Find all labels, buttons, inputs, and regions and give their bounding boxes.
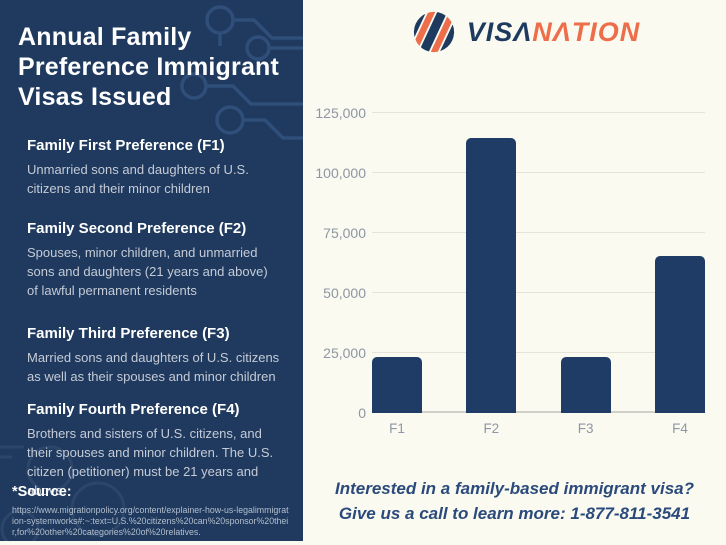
chart-x-axis: F1 F2 F3 F4 — [372, 421, 705, 436]
preference-f2-heading: Family Second Preference (F2) — [27, 220, 247, 237]
chart-bars — [372, 113, 705, 413]
gridline — [372, 112, 705, 113]
x-tick-label-f3: F3 — [577, 421, 594, 436]
x-axis-line — [372, 411, 705, 413]
cta-line-1: Interested in a family-based immigrant v… — [334, 479, 694, 498]
preference-f3-description: Married sons and daughters of U.S. citiz… — [27, 350, 280, 384]
source-label: *Source: — [12, 484, 72, 500]
y-tick-label: 50,000 — [323, 285, 366, 301]
preference-section-f3: Family Third Preference (F3) Married son… — [27, 324, 282, 386]
y-tick-label: 0 — [358, 405, 366, 421]
gridline — [372, 352, 705, 353]
gridline — [372, 292, 705, 293]
bar-f1 — [372, 357, 422, 413]
circuit-pattern-faint-icon — [0, 445, 126, 541]
source-block: *Source: https://www.migrationpolicy.org… — [12, 484, 290, 537]
x-tick-label-f2: F2 — [483, 421, 500, 436]
preference-f1-heading: Family First Preference (F1) — [27, 137, 225, 154]
x-tick-label-f1: F1 — [389, 421, 405, 436]
chart-plot — [372, 112, 705, 413]
source-url: https://www.migrationpolicy.org/content/… — [12, 505, 289, 537]
y-tick-label: 75,000 — [323, 225, 366, 241]
bar-f4 — [654, 256, 705, 413]
preference-section-f4: Family Fourth Preference (F4) Brothers a… — [27, 400, 282, 500]
bar-f3 — [560, 357, 611, 413]
preference-f3-heading: Family Third Preference (F3) — [27, 325, 230, 342]
page-title: Annual Family Preference Immigrant Visas… — [18, 23, 280, 111]
cta-line-2: Give us a call to learn more: 1-877-811-… — [338, 504, 691, 523]
preference-f4-heading: Family Fourth Preference (F4) — [27, 401, 240, 418]
brand-name: VISΛNΛTION — [467, 17, 641, 48]
x-tick-label-f4: F4 — [672, 421, 688, 436]
brand-name-nation: NΛTION — [532, 16, 641, 47]
brand-name-visa: VISΛ — [466, 16, 533, 47]
preference-section-f1: Family First Preference (F1) Unmarried s… — [27, 136, 282, 198]
preference-f2-description: Spouses, minor children, and unmarried s… — [27, 245, 268, 298]
y-tick-label: 125,000 — [315, 105, 366, 121]
preference-f1-description: Unmarried sons and daughters of U.S. cit… — [27, 162, 249, 196]
preference-f4-description: Brothers and sisters of U.S. citizens, a… — [27, 426, 274, 498]
bar-chart: 0 25,000 50,000 75,000 100,000 125,000 F1 F2 F3… — [303, 105, 726, 453]
sidebar: Annual Family Preference Immigrant Visas… — [0, 0, 303, 541]
chart-y-axis: 0 25,000 50,000 75,000 100,000 125,000 — [303, 105, 366, 421]
circuit-pattern-icon — [180, 5, 303, 140]
visanation-globe-icon — [412, 11, 455, 53]
y-tick-label: 25,000 — [323, 345, 366, 361]
preference-section-f2: Family Second Preference (F2) Spouses, m… — [27, 219, 282, 300]
gridline — [372, 172, 705, 173]
gridline — [372, 232, 705, 233]
brand-logo: VISΛNΛTION — [315, 11, 726, 53]
y-tick-label: 100,000 — [315, 165, 366, 181]
call-to-action: Interested in a family-based immigrant v… — [303, 476, 726, 526]
bar-f2 — [466, 138, 517, 413]
